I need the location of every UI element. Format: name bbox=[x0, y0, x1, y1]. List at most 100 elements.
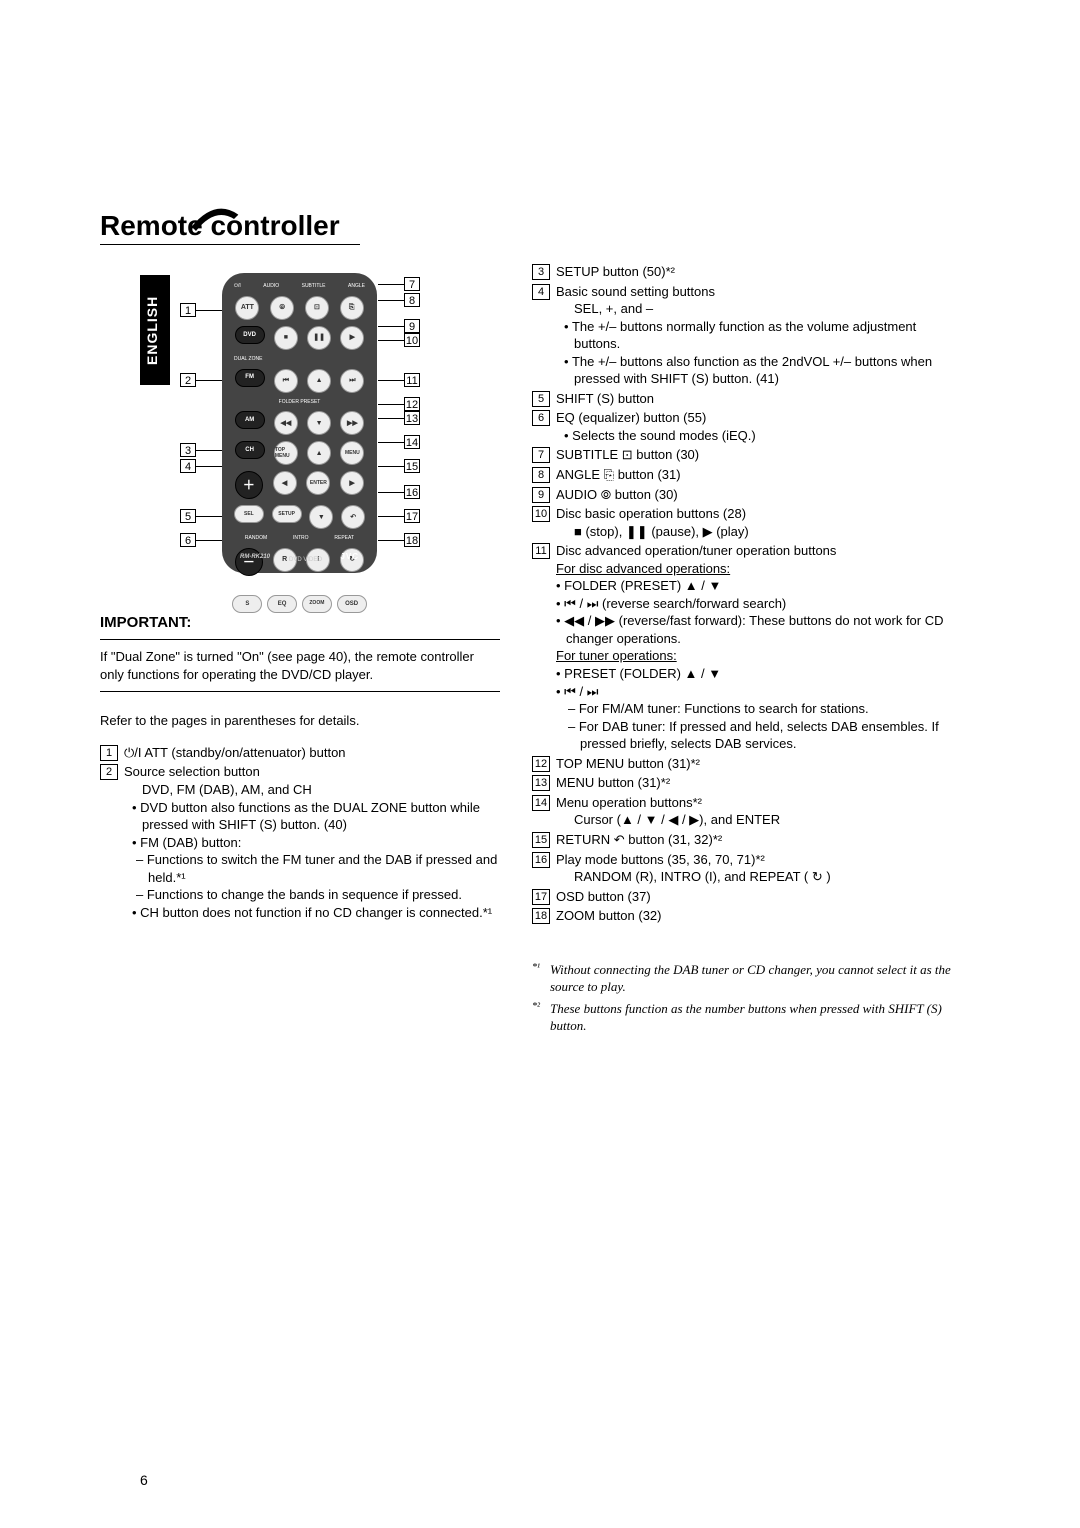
item-line: Functions to change the bands in sequenc… bbox=[124, 886, 500, 904]
desc-item: 17 OSD button (37) bbox=[532, 888, 952, 906]
item-number: 4 bbox=[532, 284, 550, 300]
desc-item: 14Menu operation buttons*²Cursor (▲ / ▼ … bbox=[532, 794, 952, 829]
remote-diagram: ⏻/I AUDIO SUBTITLE ANGLE ATT⦾⊡⎘ DVD■❚❚▶ … bbox=[180, 263, 420, 583]
item-number: 6 bbox=[532, 410, 550, 426]
important-text: If "Dual Zone" is turned "On" (see page … bbox=[100, 639, 500, 692]
item-line: Source selection button bbox=[124, 763, 500, 781]
item-number: 18 bbox=[532, 908, 550, 924]
page-content: Remote controller ⏻/I AUDIO SUBTITLE ANG… bbox=[100, 210, 980, 1039]
item-line: ZOOM button (32) bbox=[556, 907, 952, 925]
callout-box: 17 bbox=[404, 509, 420, 523]
item-line: PRESET (FOLDER) ▲ / ▼ bbox=[556, 665, 952, 683]
callout-box: 12 bbox=[404, 397, 420, 411]
callout-box: 5 bbox=[180, 509, 196, 523]
item-line: For FM/AM tuner: Functions to search for… bbox=[556, 700, 952, 718]
item-line: TOP MENU button (31)*² bbox=[556, 755, 952, 773]
item-line: For DAB tuner: If pressed and held, sele… bbox=[556, 718, 952, 753]
right-items-list: 3SETUP button (50)*² 4 Basic sound setting… bbox=[532, 263, 952, 925]
remote-body: ⏻/I AUDIO SUBTITLE ANGLE ATT⦾⊡⎘ DVD■❚❚▶ … bbox=[222, 273, 377, 573]
item-number: 8 bbox=[532, 467, 550, 483]
callout-box: 14 bbox=[404, 435, 420, 449]
item-line: The +/– buttons normally function as the… bbox=[556, 318, 952, 353]
item-number: 9 bbox=[532, 487, 550, 503]
desc-item: 6 EQ (equalizer) button (55)Selects the s… bbox=[532, 409, 952, 444]
callout-box: 10 bbox=[404, 333, 420, 347]
desc-item: 8ANGLE ⎘ button (31) bbox=[532, 466, 952, 484]
item-line: ◀◀ / ▶▶ (reverse/fast forward): These bu… bbox=[556, 612, 952, 647]
item-line: SEL, +, and – bbox=[556, 300, 952, 318]
desc-item: 5SHIFT (S) button bbox=[532, 390, 952, 408]
item-line: RANDOM (R), INTRO (I), and REPEAT ( ↻ ) bbox=[556, 868, 952, 886]
item-line: OSD button (37) bbox=[556, 888, 952, 906]
desc-item: 2 Source selection buttonDVD, FM (DAB), A… bbox=[100, 763, 500, 921]
callout-box: 7 bbox=[404, 277, 420, 291]
refer-text: Refer to the pages in parentheses for de… bbox=[100, 712, 500, 730]
item-line: Disc basic operation buttons (28) bbox=[556, 505, 952, 523]
left-column: ⏻/I AUDIO SUBTITLE ANGLE ATT⦾⊡⎘ DVD■❚❚▶ … bbox=[100, 263, 500, 1039]
desc-item: 7 SUBTITLE ⊡ button (30) bbox=[532, 446, 952, 464]
item-line: ⏮ / ⏭ bbox=[556, 683, 952, 701]
item-line: Basic sound setting buttons bbox=[556, 283, 952, 301]
item-line: EQ (equalizer) button (55) bbox=[556, 409, 952, 427]
remote-brand: JVC bbox=[340, 552, 359, 563]
desc-item: 3SETUP button (50)*² bbox=[532, 263, 952, 281]
item-line: Functions to switch the FM tuner and the… bbox=[124, 851, 500, 886]
item-line: SETUP button (50)*² bbox=[556, 263, 952, 281]
item-line: FM (DAB) button: bbox=[124, 834, 500, 852]
item-number: 17 bbox=[532, 889, 550, 905]
item-number: 2 bbox=[100, 764, 118, 780]
callout-box: 13 bbox=[404, 411, 420, 425]
footnote: *²These buttons function as the number b… bbox=[532, 1000, 952, 1035]
desc-item: 9AUDIO ⦾ button (30) bbox=[532, 486, 952, 504]
item-line: Cursor (▲ / ▼ / ◀ / ▶), and ENTER bbox=[556, 811, 952, 829]
item-line: FOLDER (PRESET) ▲ / ▼ bbox=[556, 577, 952, 595]
callout-box: 9 bbox=[404, 319, 420, 333]
remote-model: RM-RK210 bbox=[240, 553, 270, 561]
item-line: DVD button also functions as the DUAL ZO… bbox=[124, 799, 500, 834]
callout-box: 2 bbox=[180, 373, 196, 387]
callout-box: 11 bbox=[404, 373, 420, 387]
important-box: IMPORTANT: If "Dual Zone" is turned "On"… bbox=[100, 613, 500, 692]
callout-box: 15 bbox=[404, 459, 420, 473]
item-line: RETURN ↶ button (31, 32)*² bbox=[556, 831, 952, 849]
desc-item: 15 RETURN ↶ button (31, 32)*² bbox=[532, 831, 952, 849]
desc-item: 11 Disc advanced operation/tuner operatio… bbox=[532, 542, 952, 753]
item-line: MENU button (31)*² bbox=[556, 774, 952, 792]
item-number: 11 bbox=[532, 543, 550, 559]
item-number: 15 bbox=[532, 832, 550, 848]
callout-box: 1 bbox=[180, 303, 196, 317]
item-line: Menu operation buttons*² bbox=[556, 794, 952, 812]
item-line: The +/– buttons also function as the 2nd… bbox=[556, 353, 952, 388]
desc-item: 12TOP MENU button (31)*² bbox=[532, 755, 952, 773]
dvd-logo: DVD VIDEO bbox=[289, 557, 322, 563]
item-number: 1 bbox=[100, 745, 118, 761]
item-number: 7 bbox=[532, 447, 550, 463]
item-line: Play mode buttons (35, 36, 70, 71)*² bbox=[556, 851, 952, 869]
desc-item: 1 ⏻/I ATT (standby/on/attenuator) button bbox=[100, 744, 500, 762]
item-line: SUBTITLE ⊡ button (30) bbox=[556, 446, 952, 464]
desc-item: 4 Basic sound setting buttonsSEL, +, and … bbox=[532, 283, 952, 388]
item-number: 16 bbox=[532, 852, 550, 868]
callout-box: 8 bbox=[404, 293, 420, 307]
item-number: 13 bbox=[532, 775, 550, 791]
heading-remote-controller: Remote controller bbox=[100, 210, 360, 245]
item-line: ■ (stop), ❚❚ (pause), ▶ (play) bbox=[556, 523, 952, 541]
item-line: SHIFT (S) button bbox=[556, 390, 952, 408]
important-title: IMPORTANT: bbox=[100, 613, 500, 633]
item-line: Selects the sound modes (iEQ.) bbox=[556, 427, 952, 445]
right-column: 3SETUP button (50)*² 4 Basic sound setting… bbox=[532, 263, 952, 1039]
item-line: DVD, FM (DAB), AM, and CH bbox=[124, 781, 500, 799]
callout-box: 18 bbox=[404, 533, 420, 547]
item-line: For tuner operations: bbox=[556, 647, 952, 665]
item-line: ⏮ / ⏭ (reverse search/forward search) bbox=[556, 595, 952, 613]
item-line: For disc advanced operations: bbox=[556, 560, 952, 578]
item-line: ⏻/I ATT (standby/on/attenuator) button bbox=[124, 744, 500, 762]
footnote: *¹Without connecting the DAB tuner or CD… bbox=[532, 961, 952, 996]
item-line: Disc advanced operation/tuner operation … bbox=[556, 542, 952, 560]
footnotes: *¹Without connecting the DAB tuner or CD… bbox=[532, 961, 952, 1035]
callout-box: 16 bbox=[404, 485, 420, 499]
page-number: 6 bbox=[140, 1472, 148, 1488]
item-number: 10 bbox=[532, 506, 550, 522]
callout-box: 4 bbox=[180, 459, 196, 473]
desc-item: 10 Disc basic operation buttons (28)■ (st… bbox=[532, 505, 952, 540]
